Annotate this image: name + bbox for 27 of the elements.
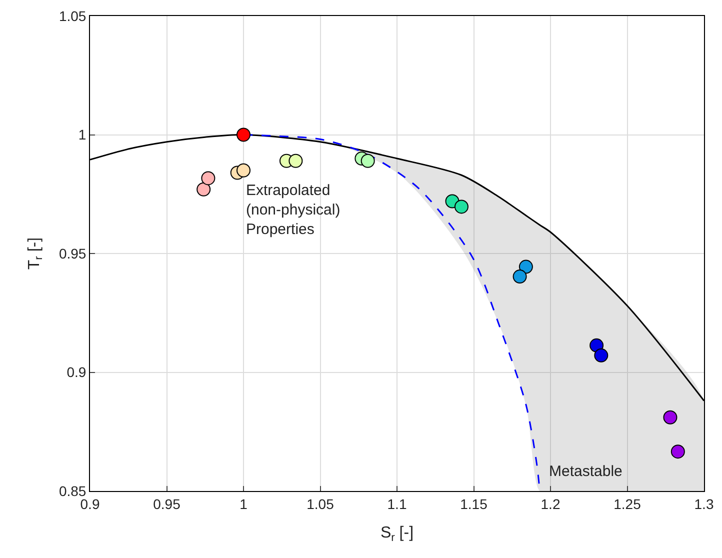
x-tick-label: 1.1 xyxy=(387,496,407,512)
x-axis-title: S$_{r}$ [-] xyxy=(380,524,414,544)
y-tick-label: 0.9 xyxy=(66,364,86,380)
x-tick-label: 0.95 xyxy=(153,496,181,512)
point xyxy=(518,260,533,274)
x-tick-label: 1.15 xyxy=(460,496,488,512)
x-tick-label: 1.3 xyxy=(694,496,714,512)
x-tick-label: 1.25 xyxy=(614,496,642,512)
point xyxy=(288,154,303,168)
point xyxy=(594,348,608,362)
x-tick-label: 1.05 xyxy=(306,496,334,512)
point xyxy=(196,182,211,196)
point xyxy=(670,444,685,459)
point xyxy=(454,200,468,214)
y-tick-label: 1.05 xyxy=(58,8,86,24)
annotation: Metastable xyxy=(549,463,622,480)
point xyxy=(360,154,375,168)
y-tick-label: 0.95 xyxy=(58,245,86,262)
point xyxy=(663,410,678,424)
x-tick-label: 1 xyxy=(240,496,248,512)
point xyxy=(236,163,250,178)
y-tick-label: 1 xyxy=(78,126,86,143)
point xyxy=(512,270,527,284)
point xyxy=(236,128,250,142)
annotation: Extrapolated (non-physical) Properties xyxy=(246,182,340,238)
x-tick-label: 1.2 xyxy=(540,496,560,512)
point xyxy=(201,171,216,186)
